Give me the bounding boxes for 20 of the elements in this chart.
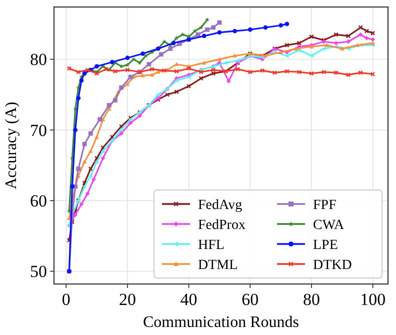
x-tick-label: 60 — [242, 290, 259, 309]
legend-label: DTKD — [313, 258, 352, 273]
x-tick-label: 40 — [180, 290, 198, 309]
x-tick-label: 0 — [62, 290, 70, 309]
x-tick-label: 20 — [118, 290, 136, 309]
y-tick-label: 80 — [30, 50, 47, 70]
y-tick-label: 50 — [30, 262, 47, 282]
y-tick-label: 60 — [30, 192, 47, 211]
x-tick-label: 100 — [360, 290, 386, 309]
y-axis-title: Accuracy (A) — [3, 102, 20, 190]
x-tick-label: 80 — [302, 290, 320, 309]
legend-label: LPE — [313, 238, 338, 253]
legend-label: FPF — [313, 198, 337, 213]
legend-label: HFL — [198, 238, 224, 253]
legend-label: FedAvg — [198, 198, 242, 213]
y-tick-label: 70 — [30, 120, 47, 140]
legend-label: CWA — [313, 218, 345, 233]
x-axis-title: Communication Rounds — [143, 314, 299, 331]
legend-label: DTML — [198, 258, 238, 273]
legend-label: FedProx — [198, 218, 246, 233]
